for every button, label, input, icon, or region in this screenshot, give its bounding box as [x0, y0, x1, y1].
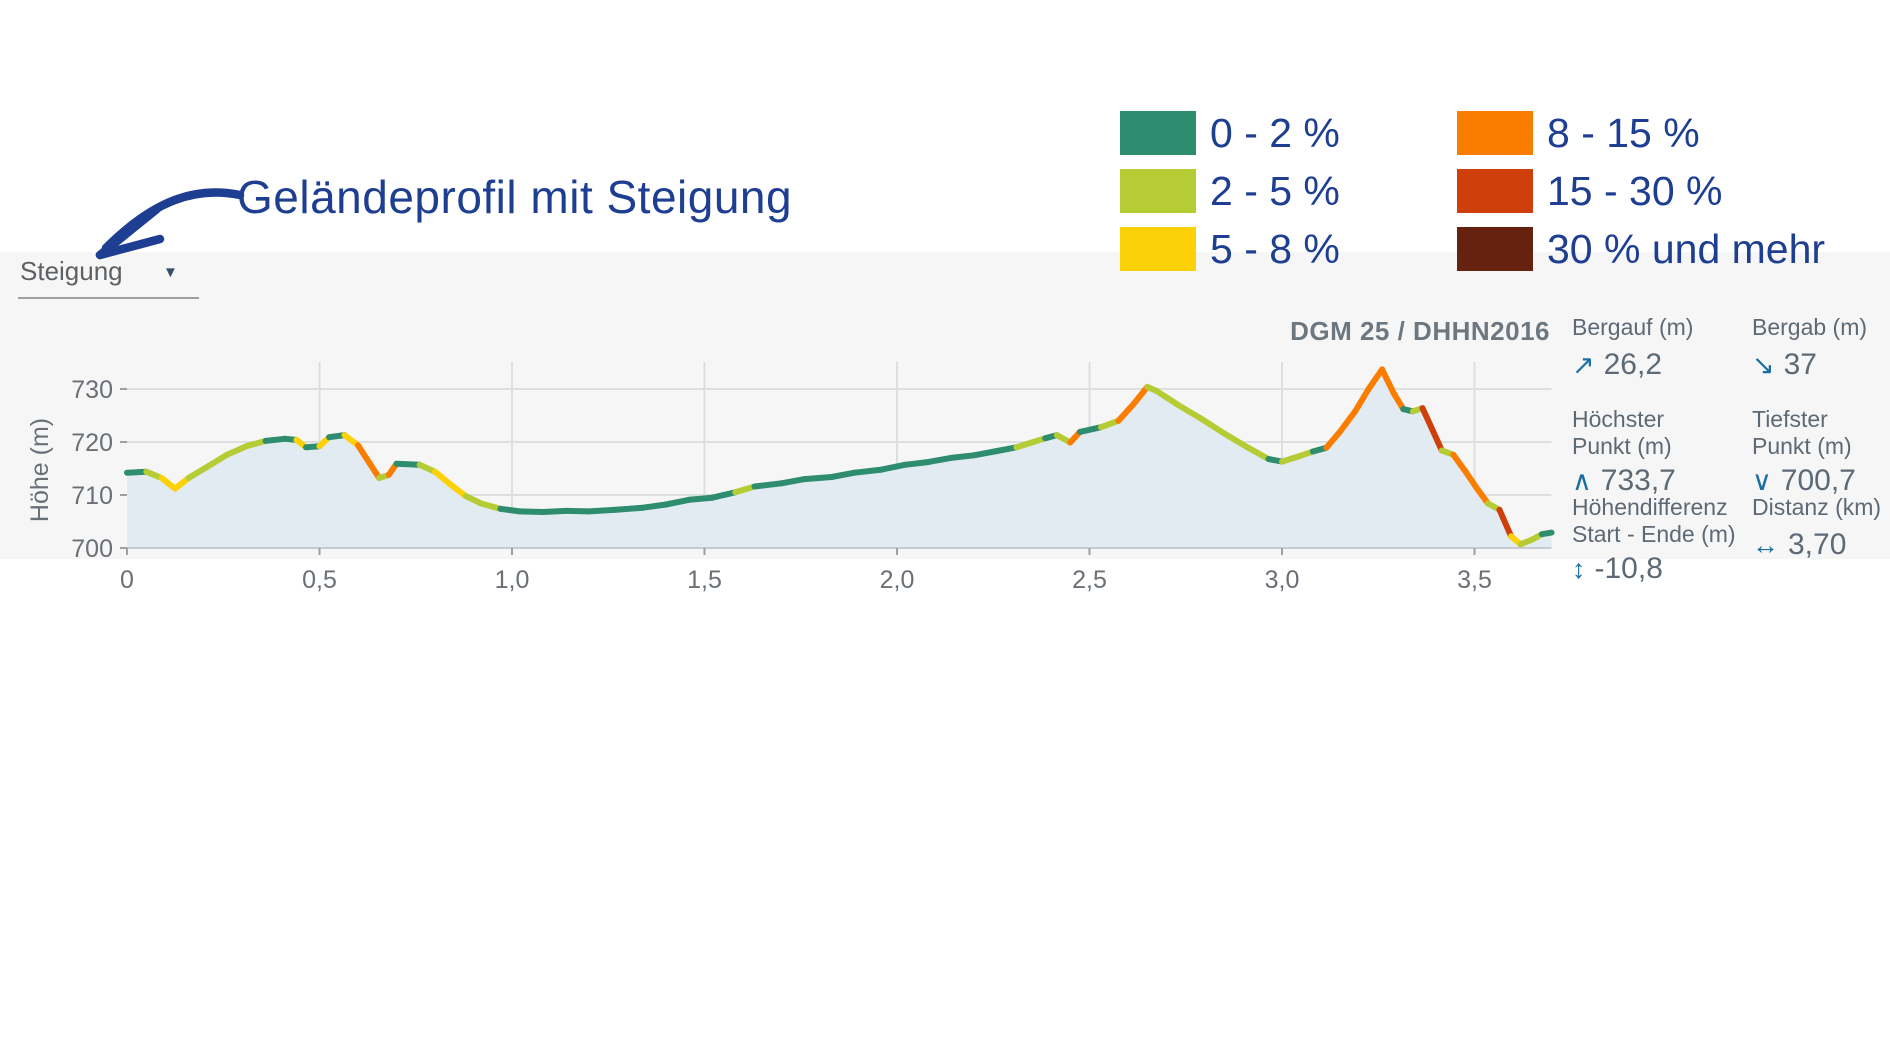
legend-item: 2 - 5 % [1120, 167, 1340, 214]
svg-text:3,0: 3,0 [1265, 566, 1300, 594]
svg-text:720: 720 [71, 429, 113, 457]
chevron-up-icon: ∧ [1572, 465, 1592, 496]
arrow-down-right-icon: ↘ [1752, 349, 1775, 380]
stat-label: Höhendifferenz [1572, 494, 1728, 520]
legend-item: 30 % und mehr [1457, 225, 1826, 272]
svg-text:1,0: 1,0 [495, 566, 530, 594]
arrow-up-down-icon: ↕ [1572, 553, 1586, 584]
chevron-down-icon: ∨ [1752, 465, 1772, 496]
svg-text:730: 730 [71, 376, 113, 404]
arrow-up-right-icon: ↗ [1572, 349, 1595, 380]
svg-text:0: 0 [120, 566, 134, 594]
slope-mode-dropdown-label: Steigung [20, 256, 123, 286]
legend-swatch [1457, 169, 1533, 213]
stat-value: ↘ 37 [1752, 348, 1817, 382]
stat-label: Punkt (m) [1752, 433, 1852, 459]
legend-label: 5 - 8 % [1210, 225, 1340, 272]
svg-text:0,5: 0,5 [302, 566, 337, 594]
stat-value: ↕ -10,8 [1572, 552, 1663, 586]
legend-item: 5 - 8 % [1120, 225, 1340, 272]
slope-mode-dropdown[interactable]: Steigung ▼ [18, 256, 200, 299]
svg-text:1,5: 1,5 [687, 566, 722, 594]
stat-label: Tiefster [1752, 406, 1828, 432]
legend-label: 8 - 15 % [1547, 109, 1700, 156]
annotation-title: Geländeprofil mit Steigung [237, 171, 793, 223]
legend-swatch [1457, 227, 1533, 271]
legend-swatch [1120, 169, 1196, 213]
stat-value: ↗ 26,2 [1572, 348, 1662, 382]
svg-text:2,0: 2,0 [880, 566, 915, 594]
arrow-left-right-icon: ↔ [1752, 529, 1779, 560]
stat-number: 3,70 [1788, 528, 1847, 561]
legend-swatch [1120, 227, 1196, 271]
svg-text:700: 700 [71, 535, 113, 563]
legend-label: 30 % und mehr [1547, 225, 1826, 272]
legend-label: 2 - 5 % [1210, 167, 1340, 214]
stat-label: Distanz (km) [1752, 494, 1882, 520]
stat-label: Punkt (m) [1572, 433, 1672, 459]
legend-swatch [1457, 111, 1533, 155]
stat-value: ∧ 733,7 [1572, 464, 1676, 498]
svg-text:2,5: 2,5 [1072, 566, 1107, 594]
y-axis-title: Höhe (m) [26, 417, 54, 523]
svg-text:3,5: 3,5 [1457, 566, 1492, 594]
svg-text:710: 710 [71, 482, 113, 510]
chart-source-label: DGM 25 / DHHN2016 [1290, 316, 1550, 346]
stat-number: 26,2 [1603, 348, 1663, 381]
legend-item: 8 - 15 % [1457, 109, 1700, 156]
legend-item: 15 - 30 % [1457, 167, 1723, 214]
stat-label: Höchster [1572, 406, 1665, 432]
stat-label: Start - Ende (m) [1572, 521, 1736, 547]
legend-label: 0 - 2 % [1210, 109, 1340, 156]
stat-number: 700,7 [1780, 464, 1856, 497]
stat-value: ↔ 3,70 [1752, 528, 1846, 562]
stat-number: 37 [1783, 348, 1817, 381]
legend-label: 15 - 30 % [1547, 167, 1723, 214]
stat-number: -10,8 [1594, 552, 1663, 585]
stat-label: Bergauf (m) [1572, 314, 1694, 340]
dropdown-underline [18, 297, 199, 299]
stat-number: 733,7 [1600, 464, 1676, 497]
legend-item: 0 - 2 % [1120, 109, 1340, 156]
elevation-profile-chart[interactable]: 0 0,5 1,0 1,5 2,0 2,5 3,0 3,5 700 710 720 730 [60, 350, 1560, 600]
legend-swatch [1120, 111, 1196, 155]
annotation-arrow-icon [95, 188, 245, 260]
stat-value: ∨ 700,7 [1752, 464, 1856, 498]
chevron-down-icon: ▼ [163, 264, 178, 281]
stat-label: Bergab (m) [1752, 314, 1868, 340]
